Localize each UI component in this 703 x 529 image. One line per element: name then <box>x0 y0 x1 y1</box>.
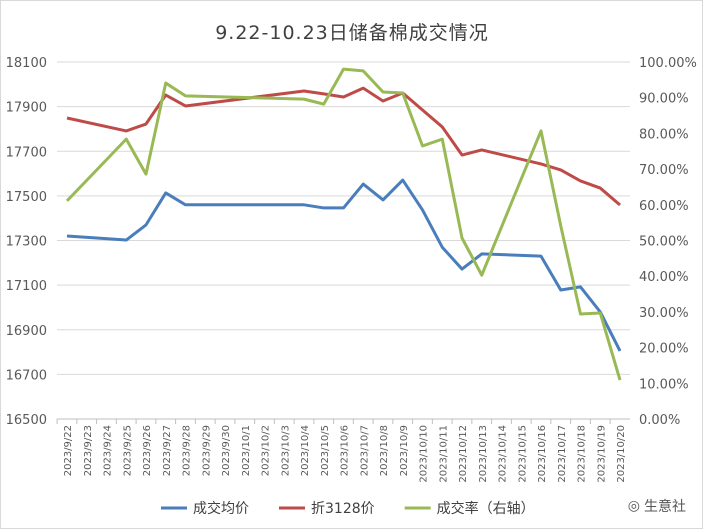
x-tick-label: 2023/10/1 <box>241 425 252 476</box>
right-tick-label: 30.00% <box>639 306 689 321</box>
left-tick-label: 16700 <box>6 368 47 383</box>
x-tick-label: 2023/10/4 <box>300 425 311 476</box>
right-tick-label: 20.00% <box>639 342 689 357</box>
left-tick-label: 16900 <box>6 324 47 339</box>
legend-label: 成交率（右轴） <box>437 500 535 517</box>
left-tick-label: 17900 <box>6 101 47 116</box>
chart-title: 9.22-10.23日储备棉成交情况 <box>215 22 489 44</box>
x-tick-label: 2023/9/23 <box>83 425 94 476</box>
series-line-成交均价 <box>66 178 622 352</box>
watermark-text: 生意社 <box>644 499 686 515</box>
right-tick-label: 40.00% <box>639 270 689 285</box>
x-tick-label: 2023/10/7 <box>359 425 370 476</box>
x-tick-label: 2023/9/26 <box>142 425 153 476</box>
x-tick-label: 2023/10/9 <box>399 425 410 476</box>
wechat-icon: ◎ <box>627 498 640 514</box>
x-tick-label: 2023/9/27 <box>162 425 173 476</box>
left-tick-label: 18100 <box>6 56 47 71</box>
right-tick-label: 60.00% <box>639 199 689 214</box>
x-tick-label: 2023/10/11 <box>438 425 449 483</box>
x-tick-label: 2023/9/28 <box>182 425 193 476</box>
x-tick-label: 2023/9/22 <box>63 425 74 476</box>
right-tick-label: 50.00% <box>639 235 689 250</box>
x-tick-label: 2023/9/29 <box>201 425 212 476</box>
right-tick-label: 0.00% <box>639 413 680 428</box>
x-tick-label: 2023/10/17 <box>557 425 568 483</box>
x-tick-label: 2023/10/2 <box>261 425 272 476</box>
right-tick-label: 100.00% <box>639 56 697 71</box>
x-tick-label: 2023/10/20 <box>616 425 627 483</box>
right-tick-label: 80.00% <box>639 127 689 142</box>
right-tick-label: 90.00% <box>639 92 689 107</box>
x-tick-label: 2023/9/30 <box>221 425 232 476</box>
x-tick-label: 2023/10/19 <box>596 425 607 483</box>
legend-label: 成交均价 <box>193 500 249 517</box>
x-tick-label: 2023/9/24 <box>103 425 114 476</box>
x-tick-label: 2023/10/6 <box>340 425 351 476</box>
x-tick-label: 2023/10/3 <box>280 425 291 476</box>
watermark: ◎ 生意社 <box>628 496 686 516</box>
left-tick-label: 17700 <box>6 145 47 160</box>
x-tick-label: 2023/10/18 <box>577 425 588 483</box>
legend-label: 折3128价 <box>311 501 375 517</box>
x-tick-label: 2023/10/14 <box>498 425 509 483</box>
right-tick-label: 10.00% <box>639 377 689 392</box>
x-tick-label: 2023/10/12 <box>458 425 469 483</box>
x-tick-label: 2023/10/8 <box>379 425 390 476</box>
series-line-成交率（右轴） <box>65 67 622 381</box>
x-tick-label: 2023/10/10 <box>419 425 430 483</box>
right-tick-label: 70.00% <box>639 163 689 178</box>
left-tick-label: 17300 <box>6 235 47 250</box>
x-tick-label: 2023/9/25 <box>122 425 133 476</box>
x-tick-label: 2023/10/15 <box>517 425 528 483</box>
left-tick-label: 16500 <box>6 413 47 428</box>
x-tick-label: 2023/10/5 <box>320 425 331 476</box>
left-tick-label: 17100 <box>6 279 47 294</box>
x-tick-label: 2023/10/16 <box>537 425 548 483</box>
x-tick-label: 2023/10/13 <box>478 425 489 483</box>
series-line-折3128价 <box>66 86 621 207</box>
left-tick-label: 17500 <box>6 190 47 205</box>
